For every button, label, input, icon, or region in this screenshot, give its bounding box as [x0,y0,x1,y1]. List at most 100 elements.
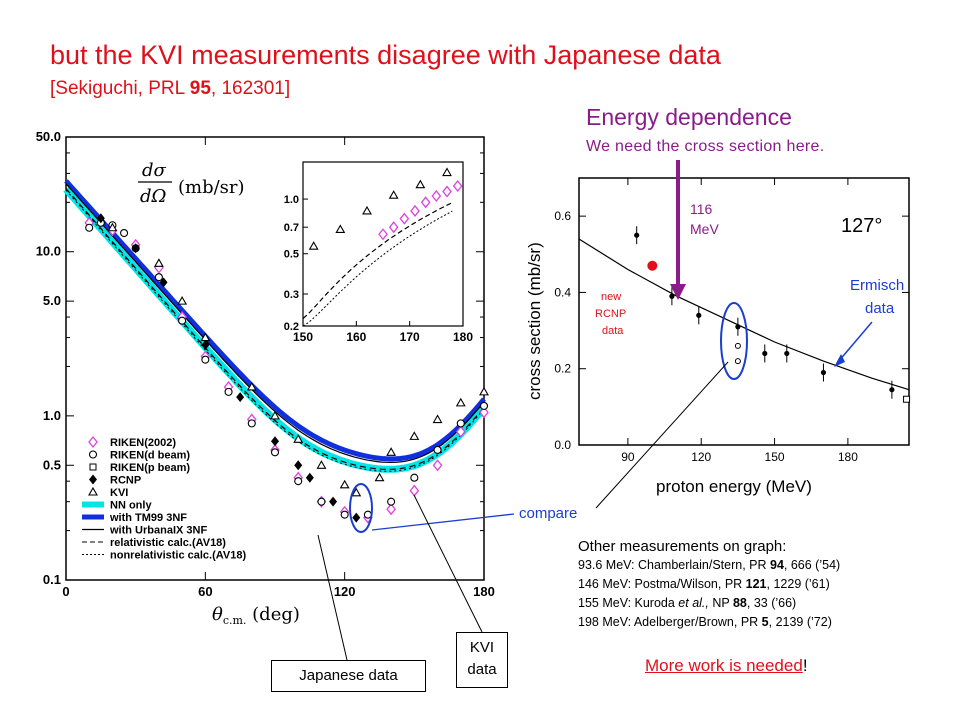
point-diamond-filled [96,213,105,224]
svg-text:dσ: dσ [142,160,167,181]
point-diamond-open [409,484,420,497]
inset-x-tick-label: 150 [293,330,313,344]
measurement-line: 146 MeV: Postma/Wilson, PR 121, 1229 (’6… [578,577,830,591]
point-diamond-filled [294,460,303,471]
ry-tick-label: 0.4 [554,285,571,299]
arrow-label-unit: MeV [690,221,719,237]
rx-tick-label: 120 [691,450,711,464]
energy-arrow-head [670,284,686,300]
legend-entry: relativistic calc.(AV18) [110,537,226,549]
inset-riken-point [399,212,410,225]
left-ylabel: dσ dΩ (mb/sr) [138,160,245,207]
legend-entry: RIKEN(2002) [110,437,176,449]
japanese-data-callout: Japanese data [271,660,426,692]
nonrelativistic-curve [65,189,485,472]
point-diamond-filled [329,496,338,507]
point-diamond-filled [159,277,168,288]
legend-marker [88,450,98,459]
inset-kvi-point [362,205,372,215]
compare-line-left [371,513,515,531]
inset-chart: 150 160 170 180 0.2 0.3 0.5 0.7 1.0 [284,161,473,344]
energy-subheading: We need the cross section here. [586,138,825,155]
compare-label: compare [519,505,577,522]
energy-dependence-chart: 90 120 150 180 0.0 0.2 0.4 0.6 127° proton ener… [525,177,911,496]
legend-entry: RIKEN(d beam) [110,450,190,462]
point-circle-open [120,228,129,238]
energy-data-point [735,324,741,330]
inset-y-tick-label: 1.0 [284,194,299,206]
energy-data-point [696,312,702,318]
point-triangle-open [351,487,362,497]
ry-tick-label: 0.0 [554,438,571,452]
kvi-callout-line [413,494,483,633]
rcnp-label-1: new [601,291,621,303]
x-tick-label: 0 [62,584,69,599]
left-data-points [84,213,489,524]
kvi-callout-line-2: data [467,661,497,678]
kvi-data-callout: KVI data [456,632,508,688]
point-circle-open [317,497,326,506]
measurement-line: 198 MeV: Adelberger/Brown, PR 5, 2139 (’… [578,615,832,629]
point-triangle-open [374,472,385,482]
y-tick-label: 0.1 [43,572,61,587]
point-diamond-filled [131,243,140,254]
point-triangle-open [432,414,443,424]
right-data-points [634,226,911,403]
inset-y-tick-label: 0.7 [284,222,299,234]
point-circle-open [85,223,94,232]
point-diamond-open [432,459,443,472]
ermisch-label-1: Ermisch [850,277,904,294]
legend-marker [88,435,98,449]
inset-x-tick-label: 170 [400,330,420,344]
other-measurements-heading: Other measurements on graph: [578,538,787,555]
point-triangle-open [293,434,304,443]
right-plot-frame [578,177,910,446]
inset-riken-point [420,196,431,209]
point-circle-open [456,419,465,428]
point-circle-open [224,387,233,396]
point-diamond-filled [236,392,245,403]
citation-prefix: [Sekiguchi, PRL [50,78,190,99]
ermisch-arrow-shaft [837,321,873,363]
y-tick-label: 1.0 [43,408,61,423]
energy-data-point [784,350,790,357]
more-work-bang: ! [802,656,808,675]
more-work-note: More work is needed! [645,656,808,676]
point-circle-open [433,445,442,454]
rcnp-label-3: data [602,325,624,337]
point-circle-open [270,448,280,457]
legend-marker [89,474,97,485]
rx-tick-label: 180 [838,450,858,464]
point-circle-open [294,477,303,486]
x-tick-label: 60 [198,584,212,599]
point-triangle-open [200,332,211,342]
inset-nonrelativistic-curve [302,210,453,327]
measurement-line: 93.6 MeV: Chamberlain/Stern, PR 94, 666 … [578,558,841,572]
energy-data-point [889,387,895,393]
point-triangle-open [479,386,489,396]
ry-tick-label: 0.2 [554,362,571,376]
legend-entry: with TM99 3NF [109,512,187,524]
energy-data-point [634,232,640,238]
measurement-line: 155 MeV: Kuroda et al., NP 88, 33 (’66) [578,596,797,610]
point-diamond-filled [305,472,314,483]
legend-entry: nonrelativistic calc.(AV18) [110,550,246,562]
point-diamond-open [479,406,489,419]
rx-tick-label: 150 [765,450,785,464]
point-circle-open [154,273,163,282]
open-data-point [734,358,741,365]
energy-data-point [820,369,827,376]
legend-entry: with UrbanaIX 3NF [109,525,207,537]
japanese-callout-line [317,534,348,661]
point-triangle-open [177,296,188,305]
svg-text:dΩ: dΩ [140,186,167,207]
inset-kvi-point [415,179,426,189]
point-triangle-open [316,460,327,469]
citation: [Sekiguchi, PRL 95, 162301] [50,78,290,100]
point-triangle-open [455,397,466,407]
left-axis-ticks: 0 60 120 180 0.1 0.5 1.0 5.0 10.0 50.0 [36,129,495,599]
energy-fit-curve [578,238,910,391]
inset-riken-point [378,228,388,241]
legend-entry: NN only [110,500,152,512]
